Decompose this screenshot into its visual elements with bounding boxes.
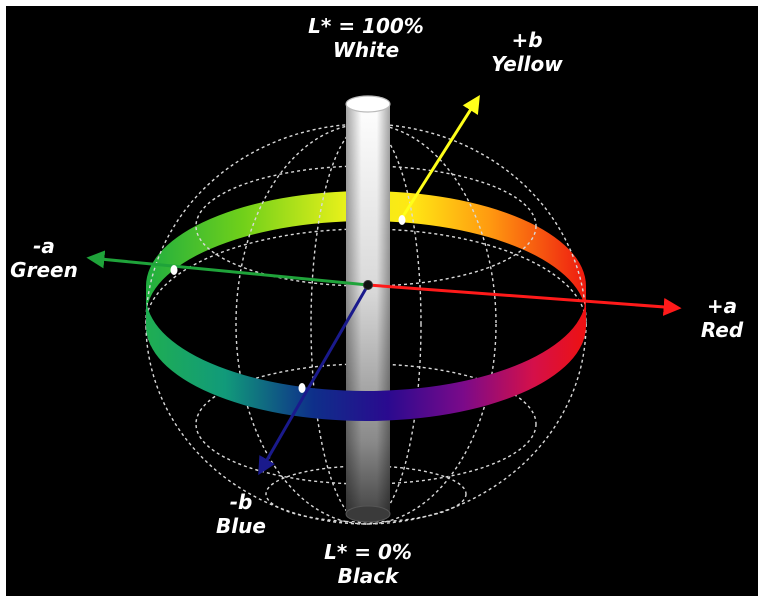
blue-axis: -b [229, 490, 253, 514]
label-red: +a Red [690, 294, 754, 342]
label-green: -a Green [6, 234, 82, 282]
center-point [363, 280, 373, 290]
lab-color-space-diagram [86, 94, 682, 525]
label-blue: -b Blue [206, 490, 276, 538]
red-axis: +a [706, 294, 738, 318]
hue-ring-front [146, 296, 586, 421]
label-black: L* = 0% Black [316, 540, 420, 588]
green-axis: -a [33, 234, 55, 258]
black-lightness-value: L* = 0% [324, 540, 412, 564]
black-name: Black [337, 564, 399, 588]
axis-minus-b [258, 284, 370, 476]
yellow-axis: +b [511, 28, 543, 52]
red-name: Red [700, 318, 744, 342]
label-white: L* = 100% White [306, 14, 426, 62]
axis-minus-a [86, 250, 369, 287]
axis-plus-a [367, 283, 682, 316]
label-yellow: +b Yellow [482, 28, 572, 76]
hue-ring-back [146, 191, 586, 316]
diagram-frame: L* = 100% White +b Yellow -a Green +a Re… [6, 6, 758, 596]
green-name: Green [10, 258, 78, 282]
blue-name: Blue [216, 514, 266, 538]
ring-markers [170, 215, 406, 393]
yellow-name: Yellow [491, 52, 563, 76]
white-lightness-value: L* = 100% [308, 14, 424, 38]
axis-plus-b [398, 94, 480, 222]
white-name: White [332, 38, 400, 62]
